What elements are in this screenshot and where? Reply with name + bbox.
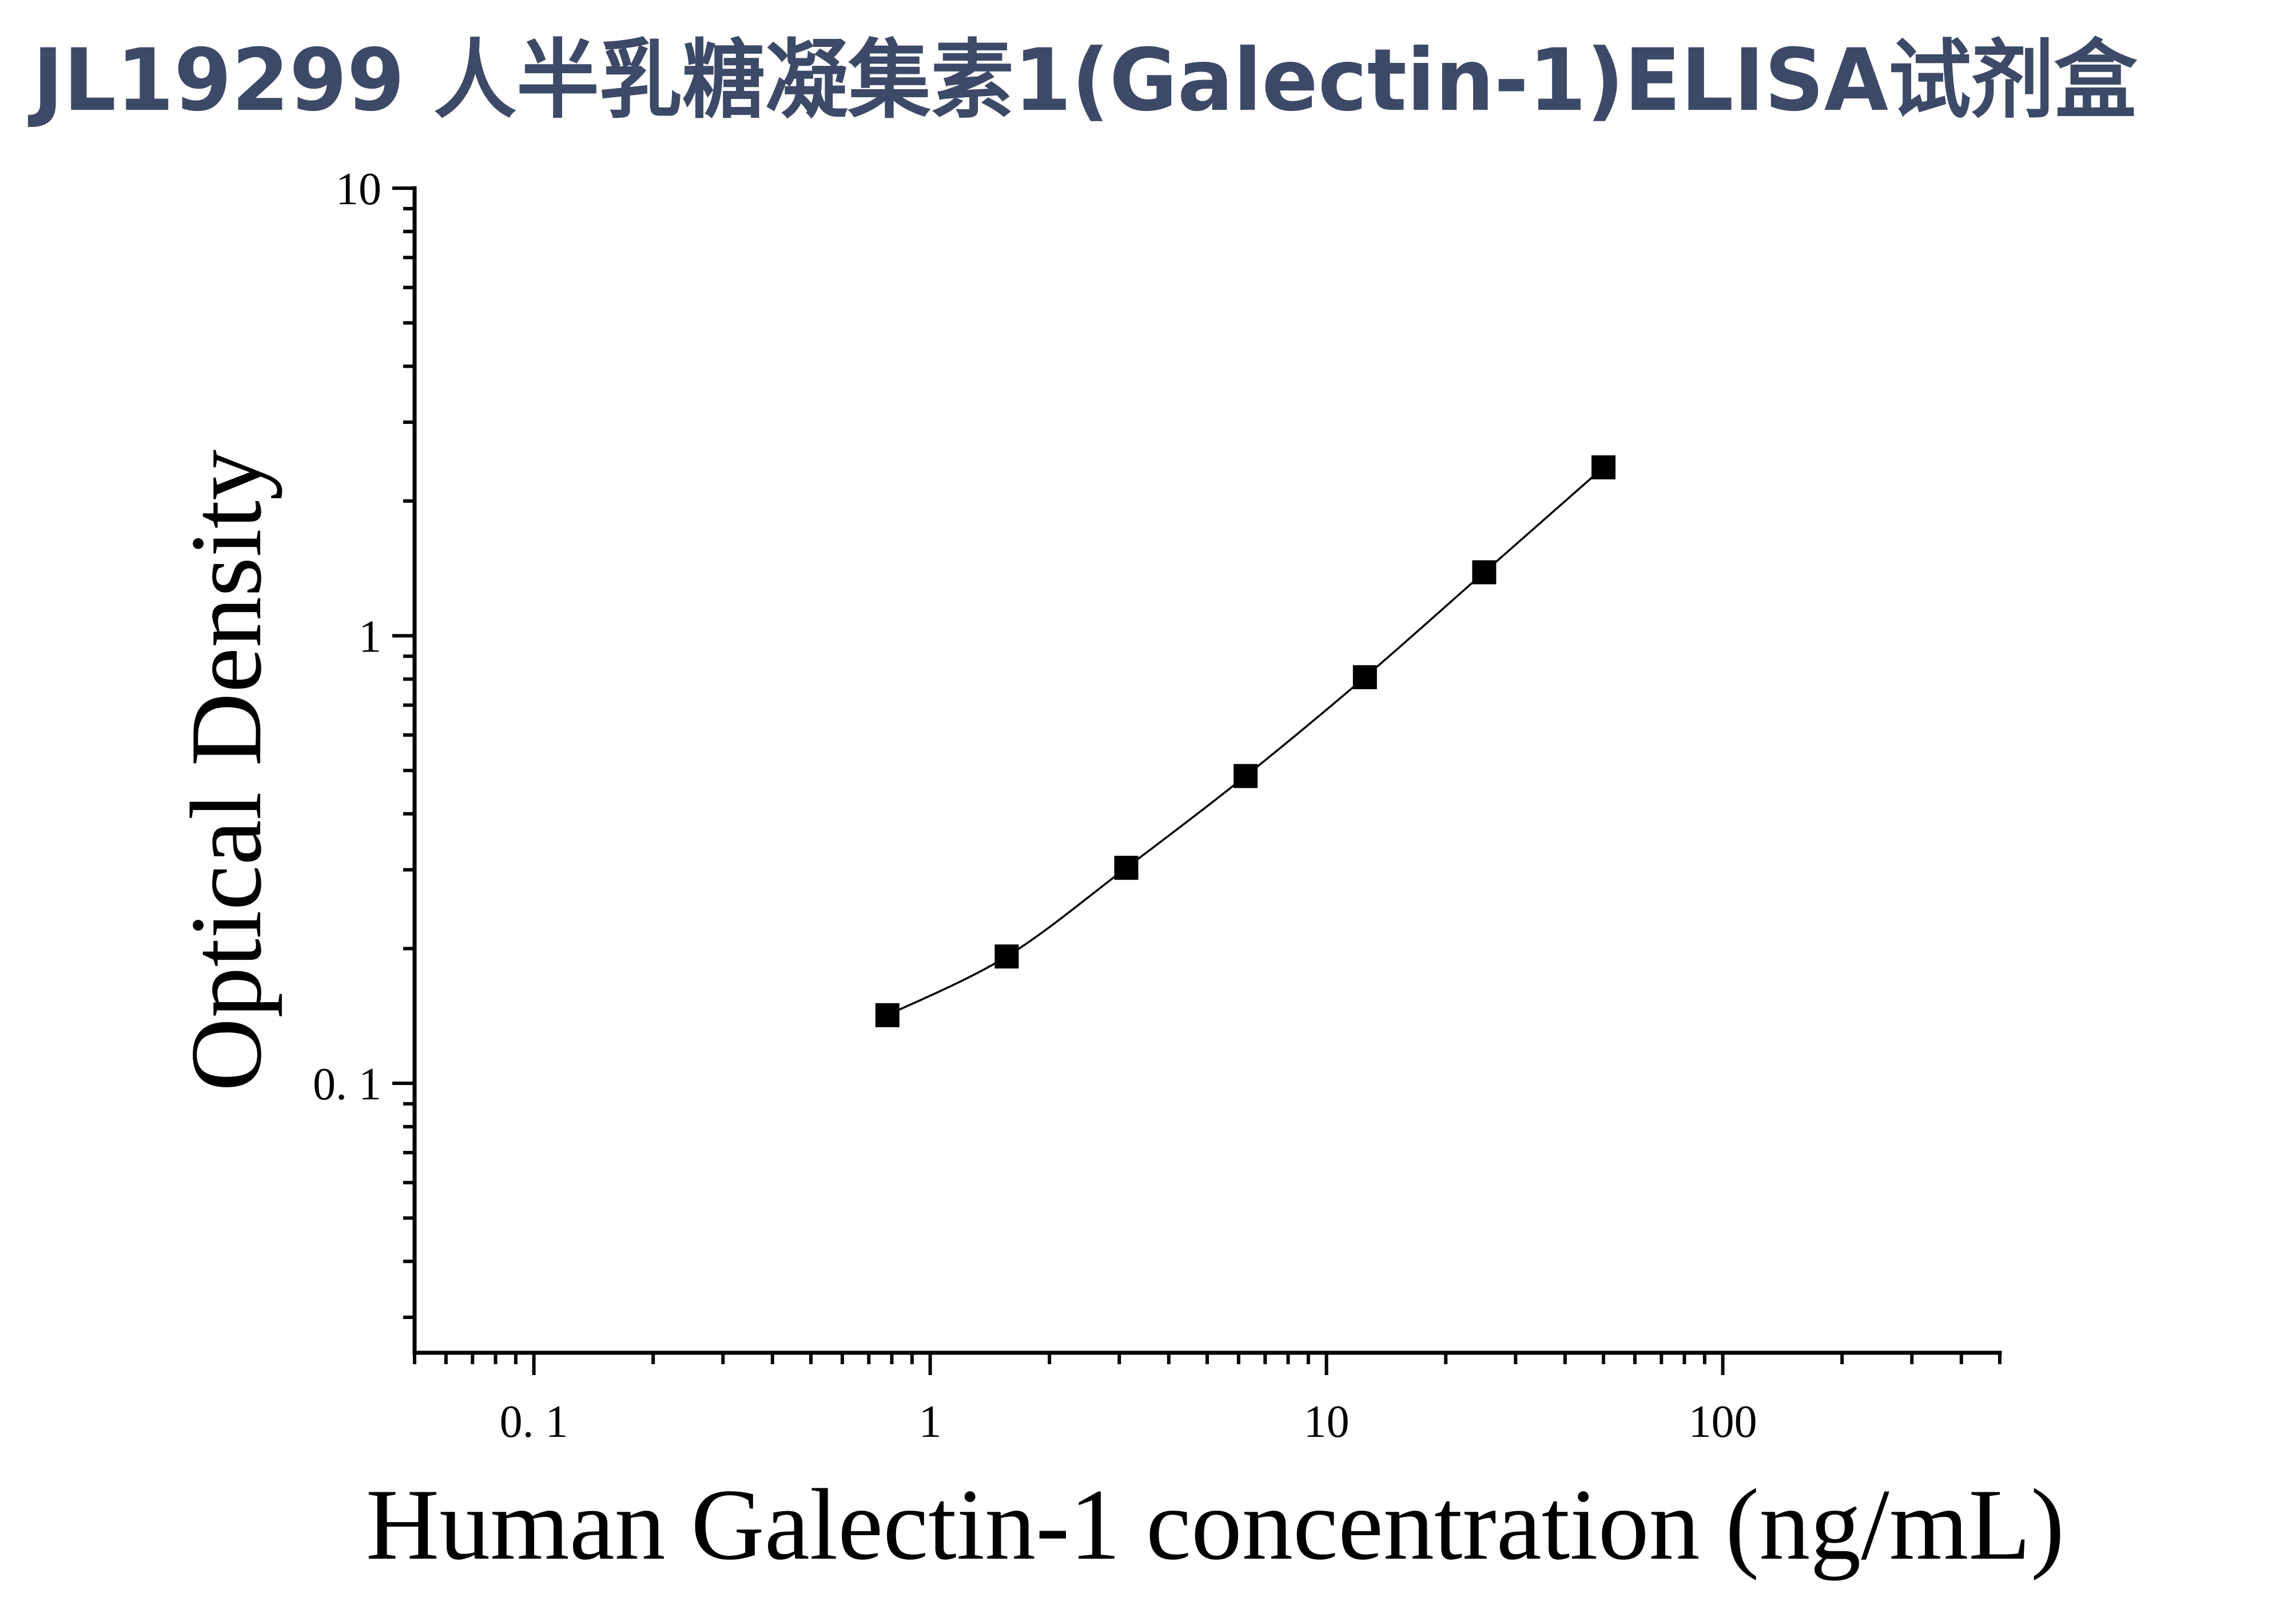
chart-title: JL19299 人半乳糖凝集素1(Galectin-1)ELISA试剂盒 [27,31,2138,130]
x-tick-label: 0. 1 [500,1397,568,1447]
y-tick-label: 0. 1 [313,1059,381,1110]
data-point [1472,560,1497,585]
data-point [1352,665,1377,689]
y-tick-label: 1 [359,612,381,662]
data-point [994,944,1019,969]
x-tick-label: 10 [1304,1397,1350,1447]
data-point [875,1003,900,1027]
tick-labels: 0. 1 1 10 100 0. 1 1 10 [313,164,1757,1447]
data-series [875,455,1615,1027]
axis-lines [412,186,2002,1355]
x-axis-label: Human Galectin-1 concentration (ng/mL) [366,1468,2065,1581]
data-point [1233,764,1258,788]
x-tick-label: 100 [1689,1397,1757,1447]
x-tick-label: 1 [919,1397,942,1447]
y-axis-label: Optical Density [169,450,282,1091]
data-point [1591,455,1615,480]
data-point [1114,856,1139,880]
y-tick-label: 10 [336,164,381,214]
